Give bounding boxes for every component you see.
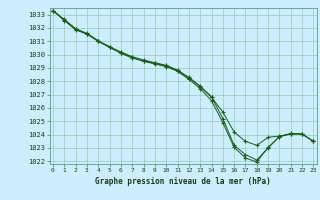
X-axis label: Graphe pression niveau de la mer (hPa): Graphe pression niveau de la mer (hPa) [95,177,271,186]
